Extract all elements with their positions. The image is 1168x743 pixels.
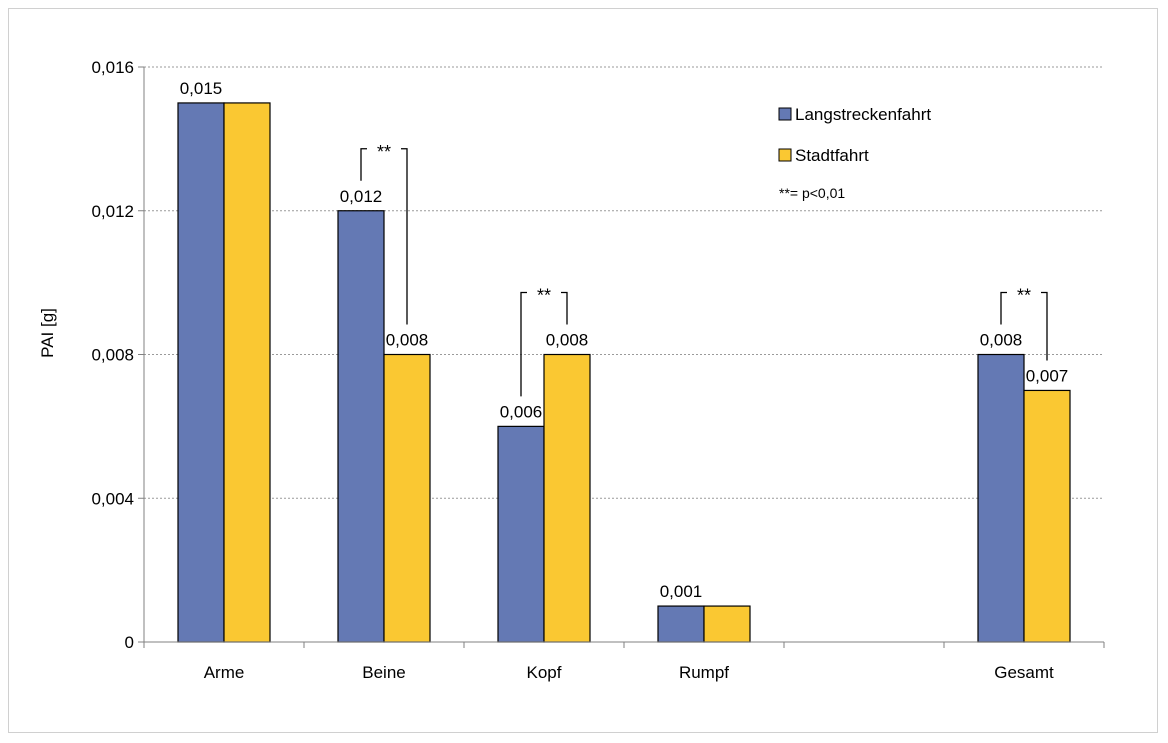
- x-tick-label: Beine: [362, 663, 405, 682]
- legend-significance-note: **= p<0,01: [779, 185, 845, 201]
- bar: [383, 353, 431, 643]
- legend-label-langstreckenfahrt: Langstreckenfahrt: [795, 105, 931, 124]
- data-label: 0,008: [386, 331, 429, 350]
- bar: [543, 353, 591, 643]
- data-label: 0,006: [500, 402, 543, 421]
- bar-chart: 0 0,004 0,008 0,012 0,016 Arme Beine Kopf Rumpf G…: [38, 58, 1105, 682]
- y-tick-label: 0,012: [91, 202, 134, 221]
- bar: [497, 425, 545, 643]
- significance-bracket: [520, 291, 568, 397]
- data-label: 0,008: [980, 331, 1023, 350]
- bar: [177, 102, 225, 643]
- bar: [703, 605, 751, 643]
- gridlines: [144, 66, 1104, 499]
- significance-bracket: [360, 148, 408, 325]
- y-axis-title: PAI [g]: [38, 308, 57, 358]
- significance-brackets: ** ** **: [360, 142, 1048, 397]
- x-tick-label: Rumpf: [679, 663, 729, 682]
- significance-label: **: [377, 142, 391, 162]
- x-tick-label: Kopf: [527, 663, 562, 682]
- chart-frame: 0 0,004 0,008 0,012 0,016 Arme Beine Kopf Rumpf G…: [8, 8, 1158, 733]
- legend-swatch-langstreckenfahrt: [778, 107, 792, 121]
- y-tick-label: 0,004: [91, 489, 134, 508]
- data-label: 0,008: [546, 331, 589, 350]
- x-tick-label: Gesamt: [994, 663, 1054, 682]
- y-tick-label: 0,016: [91, 58, 134, 77]
- y-tick-label: 0,008: [91, 346, 134, 365]
- data-label: 0,001: [660, 582, 703, 601]
- x-tick-label: Arme: [204, 663, 245, 682]
- legend-swatch-stadtfahrt: [778, 148, 792, 162]
- legend-label-stadtfahrt: Stadtfahrt: [795, 146, 869, 165]
- data-label: 0,007: [1026, 366, 1069, 385]
- bar: [337, 210, 385, 643]
- bars: [177, 102, 1071, 643]
- legend: Langstreckenfahrt Stadtfahrt **= p<0,01: [778, 105, 931, 201]
- bar: [977, 353, 1025, 643]
- y-tick-label: 0: [125, 633, 134, 652]
- data-label: 0,015: [180, 79, 223, 98]
- bar: [223, 102, 271, 643]
- significance-label: **: [1017, 286, 1031, 306]
- bar: [657, 605, 705, 643]
- significance-label: **: [537, 286, 551, 306]
- bar: [1023, 389, 1071, 643]
- data-label: 0,012: [340, 187, 383, 206]
- axes: 0 0,004 0,008 0,012 0,016 Arme Beine Kopf Rumpf G…: [91, 58, 1105, 682]
- significance-bracket: [1000, 291, 1048, 361]
